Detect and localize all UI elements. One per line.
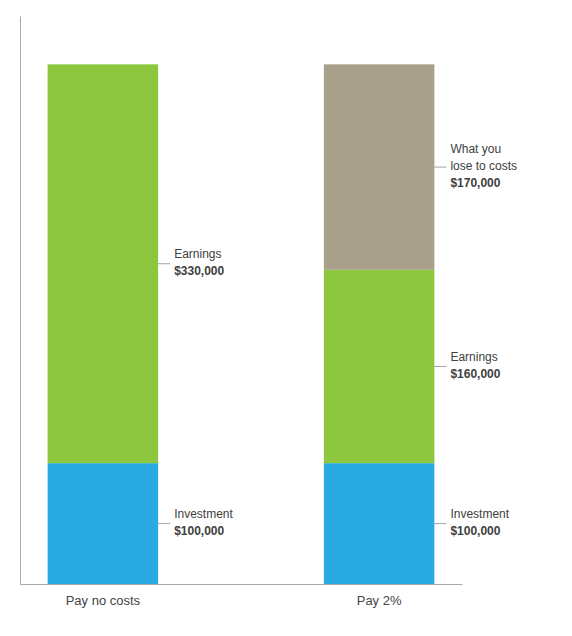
segment-name: What you lose to costs	[450, 142, 517, 173]
x-axis: Pay no costs Pay 2%	[21, 585, 463, 609]
x-tick: Pay no costs	[66, 593, 141, 608]
segment-name: Earnings	[174, 247, 221, 261]
bars	[48, 64, 435, 584]
data-label: $100,000	[450, 524, 500, 538]
segment-name: Investment	[174, 507, 233, 521]
connector	[158, 263, 170, 264]
data-label: $330,000	[174, 264, 224, 278]
chart: Pay no costs Pay 2% Investment $100,000 Earn…	[0, 0, 572, 636]
bar-segment	[48, 64, 159, 463]
connector	[434, 523, 446, 524]
x-tick: Pay 2%	[357, 593, 402, 608]
data-label: $100,000	[174, 524, 224, 538]
connector	[158, 523, 170, 524]
y-axis-line	[20, 17, 21, 585]
segment-name: Earnings	[450, 350, 497, 364]
segment-name: Investment	[450, 507, 509, 521]
bar-segment	[324, 270, 435, 463]
data-label: $170,000	[450, 176, 500, 190]
x-tick-label: Pay no costs	[66, 593, 141, 608]
data-label: $160,000	[450, 367, 500, 381]
bar-segment	[48, 64, 159, 65]
bar-segment	[324, 463, 435, 584]
x-axis-line	[21, 584, 463, 585]
bar-segment	[324, 64, 435, 269]
connector	[434, 366, 446, 367]
x-tick-label: Pay 2%	[357, 593, 402, 608]
bar-segment	[48, 463, 159, 584]
connector	[434, 167, 446, 168]
y-axis	[20, 17, 21, 585]
chart-container: Pay no costs Pay 2% Investment $100,000 Earn…	[0, 0, 572, 636]
segment-labels: Investment $100,000 Earnings $330,000 Invest…	[158, 142, 517, 538]
